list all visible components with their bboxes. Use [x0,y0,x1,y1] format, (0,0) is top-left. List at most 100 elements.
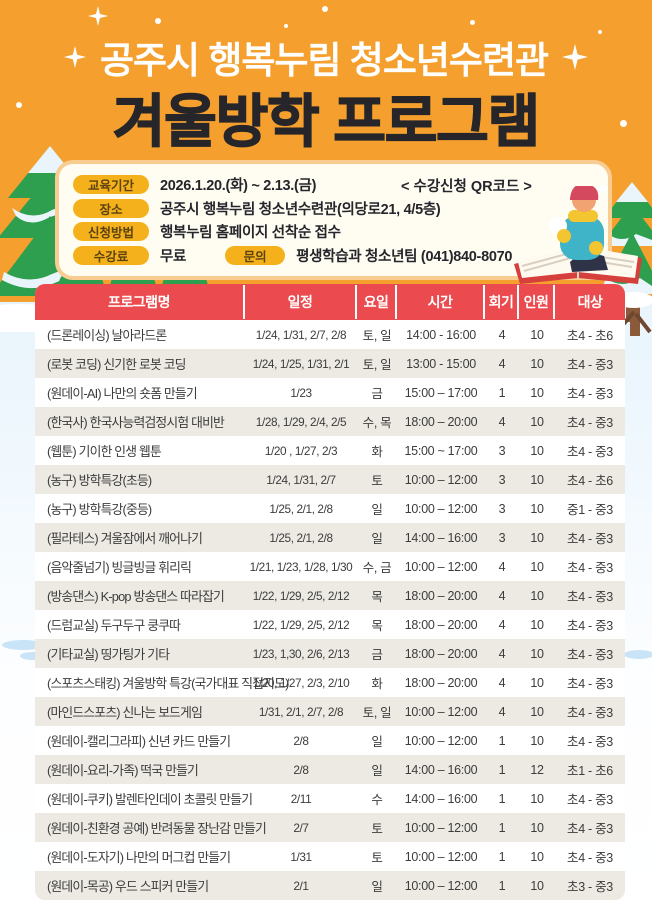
poster-subtitle: 공주시 행복누림 청소년수련관 [99,40,549,81]
table-cell: 10 [530,327,544,342]
table-cell: (한국사) 한국사능력검정시험 대비반 [47,415,225,430]
period-label-pill: 교육기간 [73,175,149,195]
table-cell: (기타교실) 띵가팅가 기타 [47,647,170,662]
table-cell: 10:00 – 12:00 [404,704,478,719]
table-cell: 토 [371,822,383,836]
table-cell: 1/20 , 1/27, 2/3 [264,443,338,458]
table-row: (농구) 방학특강(중등) 1/25, 2/1, 2/8 일 10:00 – 12:0… [35,494,625,523]
table-cell: 2/8 [293,762,309,777]
contact-label-pill: 문의 [225,245,286,265]
table-row: (원데이-AI) 나만의 숏폼 만들기 1/23 금 15:00 – 17:00 1 10… [35,378,625,407]
table-cell: (방송댄스) K-pop 방송댄스 따라잡기 [47,589,225,604]
table-cell: 초4 - 중3 [567,677,613,691]
table-cell: 10 [530,385,544,400]
snow-dot [322,6,328,12]
table-cell: 1/20, 1/27, 2/3, 2/10 [252,675,350,690]
table-cell: 토, 일 [362,358,392,372]
table-cell: (드론레이싱) 날아라드론 [47,328,167,343]
snow-cloud-icon [2,640,44,650]
snow-dot [620,120,627,127]
table-cell: 10 [530,472,544,487]
reading-character-illustration [514,186,642,284]
table-cell: 15:00 ~ 17:00 [404,443,478,458]
table-cell: 18:00 – 20:00 [404,646,478,661]
table-cell: 초4 - 중3 [567,387,613,401]
table-cell: 초1 - 초6 [567,764,613,778]
contact-value: 평생학습과 청소년팀 (041)840-8070 [296,248,513,265]
table-cell: (농구) 방학특강(중등) [47,502,152,517]
table-cell: 목 [371,619,383,633]
table-cell: (필라테스) 겨울잠에서 깨어나기 [47,531,203,546]
table-cell: 초4 - 중3 [567,648,613,662]
table-cell: 10 [530,588,544,603]
table-cell: 2/11 [290,791,312,806]
table-cell: 금 [371,648,383,662]
table-cell: 일 [371,880,383,894]
table-row: (원데이-친환경 공예) 반려동물 장난감 만들기 2/7 토 10:00 – 12:… [35,813,625,842]
period-value: 2026.1.20.(화) ~ 2.13.(금) [160,178,317,195]
table-cell: 1 [498,849,506,864]
table-cell: 1 [498,878,506,893]
table-cell: (원데이-친환경 공예) 반려동물 장난감 만들기 [47,821,267,836]
table-cell: 초4 - 중3 [567,532,613,546]
table-cell: 초4 - 중3 [567,358,613,372]
fee-label-pill: 수강료 [73,245,149,265]
apply-label-pill: 신청방법 [73,222,149,242]
table-cell: 초4 - 중3 [567,416,613,430]
table-cell: 14:00 - 16:00 [406,327,476,342]
table-cell: 4 [498,414,506,429]
table-row: (필라테스) 겨울잠에서 깨어나기 1/25, 2/1, 2/8 일 14:00 – … [35,523,625,552]
table-cell: 4 [498,588,506,603]
fee-value: 무료 [160,248,187,265]
table-cell: 18:00 – 20:00 [404,675,478,690]
table-cell: 3 [498,530,506,545]
table-header-row: 프로그램명 일정 요일 시간 회기 인원 대상 [35,284,625,320]
table-row: (기타교실) 띵가팅가 기타 1/23, 1,30, 2/6, 2/13 금 18:0… [35,639,625,668]
table-cell: (원데이-AI) 나만의 숏폼 만들기 [47,386,198,401]
table-cell: 1 [498,791,506,806]
table-cell: 10:00 – 12:00 [404,472,478,487]
table-row: (로봇 코딩) 신기한 로봇 코딩 1/24, 1/25, 1/31, 2/1 토,… [35,349,625,378]
table-cell: 1/24, 1/31, 2/7 [266,472,336,487]
program-table: 프로그램명 일정 요일 시간 회기 인원 대상 (드론레이싱) 날아라드론 1/2… [35,284,625,900]
table-cell: 1/22, 1/29, 2/5, 2/12 [252,617,350,632]
table-cell: 1/23 [290,385,312,400]
table-cell: 초4 - 중3 [567,561,613,575]
table-cell: 10 [530,356,544,371]
snow-dot [284,24,288,28]
sparkle-icon [562,44,589,70]
table-row: (원데이-도자기) 나만의 머그컵 만들기 1/31 토 10:00 – 12:00 1… [35,842,625,871]
snow-dot [470,20,475,25]
table-cell: 10 [530,704,544,719]
table-cell: 18:00 – 20:00 [404,414,478,429]
info-row-apply: 신청방법 행복누림 홈페이지 선착순 접수 [73,221,594,242]
table-cell: 일 [371,764,383,778]
table-cell: 10 [530,501,544,516]
table-cell: 14:00 – 16:00 [404,791,478,806]
table-cell: 토, 일 [362,706,392,720]
table-cell: 1/31, 2/1, 2/7, 2/8 [258,704,344,719]
table-cell: 초4 - 초6 [567,329,613,343]
table-cell: (마인드스포츠) 신나는 보드게임 [47,705,203,720]
table-cell: 4 [498,559,506,574]
table-cell: 1/31 [290,849,312,864]
table-cell: 초4 - 중3 [567,590,613,604]
table-cell: 10 [530,733,544,748]
table-cell: 목 [371,590,383,604]
table-cell: 10 [530,559,544,574]
table-cell: 4 [498,356,506,371]
poster-title: 겨울방학 프로그램 [112,89,541,155]
table-cell: 1/25, 2/1, 2/8 [269,530,333,545]
table-cell: 1 [498,820,506,835]
table-cell: 10 [530,414,544,429]
table-cell: 3 [498,501,506,516]
table-row: (농구) 방학특강(초등) 1/24, 1/31, 2/7 토 10:00 – 12:… [35,465,625,494]
table-row: (드론레이싱) 날아라드론 1/24, 1/31, 2/7, 2/8 토, 일 14:… [35,320,625,349]
table-cell: 수, 금 [362,561,392,575]
snow-dot [155,18,161,24]
table-cell: 수, 목 [362,416,392,430]
table-cell: 10:00 – 12:00 [404,733,478,748]
table-row: (원데이-요리-가족) 떡국 만들기 2/8 일 14:00 – 16:00 1 12 초1… [35,755,625,784]
table-cell: 10 [530,675,544,690]
table-cell: 10 [530,878,544,893]
